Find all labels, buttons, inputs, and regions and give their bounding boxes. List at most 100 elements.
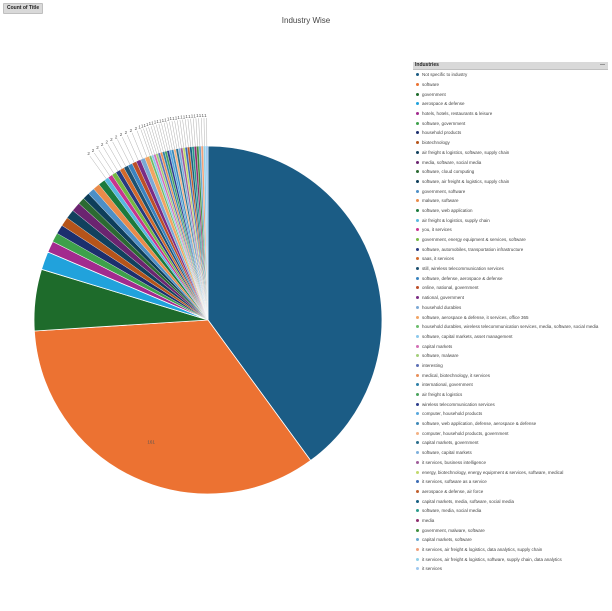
legend-item[interactable]: it services, software as a service: [413, 477, 608, 487]
legend-item[interactable]: household durables, wireless telecommuni…: [413, 322, 608, 332]
legend-item[interactable]: it services, business intelligence: [413, 458, 608, 468]
legend-item[interactable]: software, cloud computing: [413, 167, 608, 177]
legend-swatch-icon: [416, 480, 419, 484]
legend-item[interactable]: malware, software: [413, 196, 608, 206]
legend-label: capital markets: [422, 343, 453, 349]
legend-swatch-icon: [416, 557, 419, 561]
data-label: 2: [101, 142, 104, 147]
legend-item[interactable]: interesting: [413, 361, 608, 371]
legend-item[interactable]: household durables: [413, 303, 608, 313]
legend-item[interactable]: software, capital markets: [413, 448, 608, 458]
data-label: 161: [147, 439, 155, 444]
legend-swatch-icon: [416, 412, 419, 416]
legend-item[interactable]: software, malware: [413, 351, 608, 361]
legend-item[interactable]: media, software, social media: [413, 157, 608, 167]
legend-item[interactable]: capital markets, software: [413, 535, 608, 545]
legend-label: it services, air freight & logistics, so…: [422, 556, 562, 562]
legend-swatch-icon: [416, 460, 419, 464]
legend-item[interactable]: government, software: [413, 186, 608, 196]
legend-item[interactable]: capital markets: [413, 341, 608, 351]
legend-item[interactable]: national, government: [413, 293, 608, 303]
legend-label: air freight & logistics, supply chain: [422, 217, 490, 223]
legend-item[interactable]: software, defense, aerospace & defense: [413, 273, 608, 283]
legend-label: Not specific to industry: [422, 72, 468, 78]
legend-item[interactable]: air freight & logistics, software, suppl…: [413, 148, 608, 158]
legend-item[interactable]: media: [413, 516, 608, 526]
legend-item[interactable]: software: [413, 80, 608, 90]
legend-label: biotechnology: [422, 140, 450, 146]
legend-item[interactable]: government: [413, 89, 608, 99]
legend-item[interactable]: government, energy equipment & services,…: [413, 235, 608, 245]
legend-item[interactable]: saas, it services: [413, 254, 608, 264]
legend-item[interactable]: software, media, social media: [413, 506, 608, 516]
legend-item[interactable]: capital markets, media, software, social…: [413, 496, 608, 506]
legend-swatch-icon: [416, 363, 419, 367]
legend-item[interactable]: aerospace & defense, air force: [413, 487, 608, 497]
leader-line: [187, 118, 191, 147]
legend-swatch-icon: [416, 102, 419, 106]
legend-swatch-icon: [416, 92, 419, 96]
legend-item[interactable]: it services: [413, 564, 608, 574]
legend-item[interactable]: you, it services: [413, 225, 608, 235]
legend-item[interactable]: Not specific to industry: [413, 70, 608, 80]
pie-slice[interactable]: [207, 145, 383, 462]
legend-swatch-icon: [416, 470, 419, 474]
count-of-title-field-button[interactable]: Count of Title: [3, 3, 44, 14]
legend-item[interactable]: energy, biotechnology, energy equipment …: [413, 467, 608, 477]
legend-item[interactable]: government, malware, software: [413, 525, 608, 535]
legend-item[interactable]: software, air freight & logistics, suppl…: [413, 177, 608, 187]
legend-item[interactable]: software, web application, defense, aero…: [413, 419, 608, 429]
legend-item[interactable]: software, capital markets, asset managem…: [413, 332, 608, 342]
legend-item[interactable]: wireless telecommunication services: [413, 399, 608, 409]
leader-line: [185, 119, 189, 148]
legend-item[interactable]: software, government: [413, 118, 608, 128]
data-label: 1: [177, 115, 180, 120]
pie-slice[interactable]: [33, 319, 312, 495]
legend-header[interactable]: Industries —: [413, 62, 608, 70]
legend-item[interactable]: hotels, hotels, restaurants & leisure: [413, 109, 608, 119]
legend-label: software: [422, 82, 440, 88]
legend-item[interactable]: medical, biotechnology, it services: [413, 370, 608, 380]
legend-label: malware, software: [422, 198, 459, 204]
legend-label: it services, air freight & logistics, da…: [422, 547, 543, 553]
legend-swatch-icon: [416, 296, 419, 300]
legend-swatch-icon: [416, 179, 419, 183]
legend-item[interactable]: capital markets, government: [413, 438, 608, 448]
legend-item[interactable]: household products: [413, 128, 608, 138]
pie-slice[interactable]: [205, 145, 209, 321]
leader-line: [182, 119, 187, 148]
data-label: 1: [185, 114, 188, 119]
legend-item[interactable]: software, web application: [413, 206, 608, 216]
legend-item[interactable]: it services, air freight & logistics, da…: [413, 545, 608, 555]
legend-swatch-icon: [416, 451, 419, 455]
legend-label: aerospace & defense: [422, 101, 465, 107]
leader-line: [163, 122, 171, 151]
collapse-icon[interactable]: —: [600, 62, 605, 68]
legend-label: computer, household products: [422, 411, 483, 417]
legend-swatch-icon: [416, 548, 419, 552]
legend-item[interactable]: aerospace & defense: [413, 99, 608, 109]
legend-item[interactable]: online, national, government: [413, 283, 608, 293]
legend-swatch-icon: [416, 499, 419, 503]
legend-item[interactable]: air freight & logistics: [413, 390, 608, 400]
legend-item[interactable]: still, wireless telecommunication servic…: [413, 264, 608, 274]
leader-line: [136, 130, 148, 158]
legend-item[interactable]: biotechnology: [413, 138, 608, 148]
legend-item[interactable]: air freight & logistics, supply chain: [413, 215, 608, 225]
legend-item[interactable]: international, government: [413, 380, 608, 390]
legend-label: it services: [422, 566, 443, 572]
legend-item[interactable]: it services, air freight & logistics, so…: [413, 554, 608, 564]
legend-item[interactable]: computer, household products, government: [413, 428, 608, 438]
data-label: 1: [141, 124, 144, 129]
legend-swatch-icon: [416, 189, 419, 193]
data-label: 1: [193, 113, 196, 118]
legend-item[interactable]: software, aerospace & defense, it servic…: [413, 312, 608, 322]
leader-line: [190, 118, 194, 147]
legend-label: hotels, hotels, restaurants & leisure: [422, 111, 493, 117]
data-label: 2: [87, 151, 90, 156]
legend-label: online, national, government: [422, 285, 479, 291]
data-label: 1: [169, 116, 172, 121]
legend-item[interactable]: computer, household products: [413, 409, 608, 419]
legend-item[interactable]: software, automobiles, transportation in…: [413, 244, 608, 254]
data-label: 1: [191, 114, 194, 119]
